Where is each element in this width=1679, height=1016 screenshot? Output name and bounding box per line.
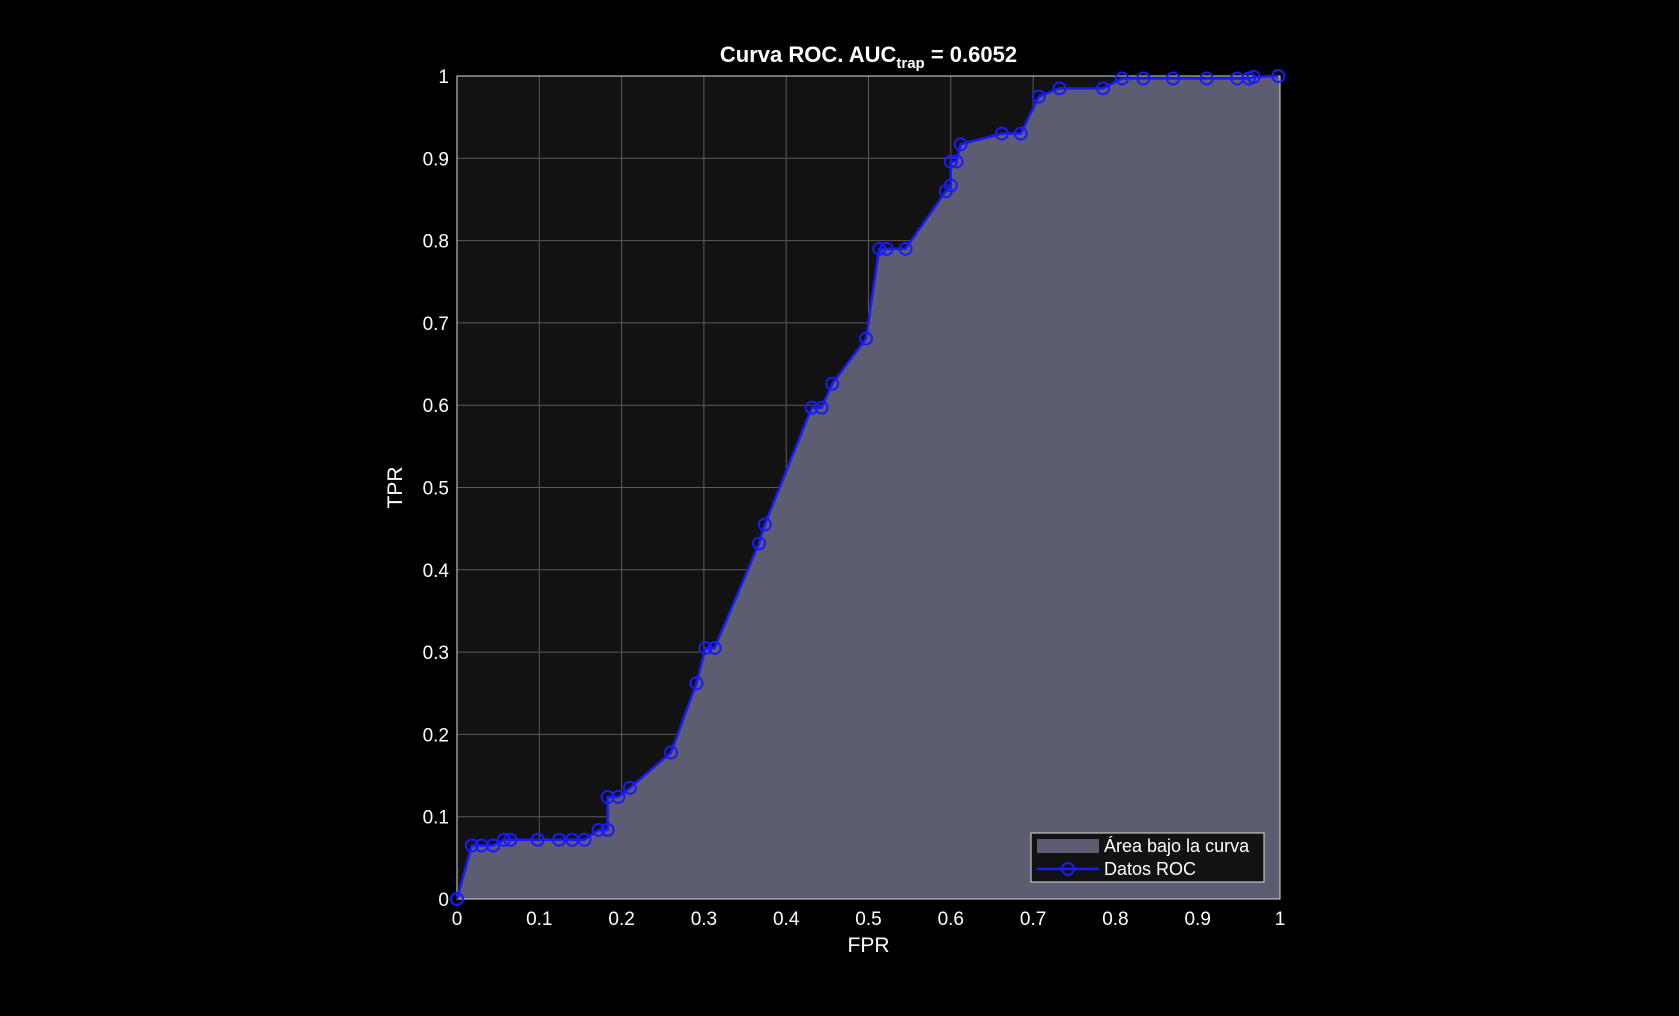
x-tick-label: 0.3	[691, 909, 717, 930]
x-tick-label: 0.6	[938, 909, 964, 930]
x-tick-label: 1	[1275, 909, 1286, 930]
roc-point	[1271, 69, 1286, 83]
y-tick-labels: 0 0.1 0.2 0.3 0.4 0.5 0.6 0.7 0.8 0.9 1	[423, 67, 450, 911]
y-tick-label: 0.5	[423, 479, 449, 500]
legend-marker-swatch	[1061, 862, 1075, 876]
roc-point	[752, 536, 767, 551]
roc-point	[707, 640, 722, 655]
legend-line-label: Datos ROC	[1104, 859, 1196, 879]
y-tick-label: 0.3	[423, 643, 449, 664]
roc-point	[814, 400, 829, 415]
roc-point	[1052, 81, 1067, 96]
x-tick-label: 0.9	[1184, 909, 1210, 930]
roc-point	[1246, 69, 1261, 84]
y-tick-label: 0.4	[423, 561, 450, 582]
axes-frame	[456, 75, 1281, 900]
x-tick-label: 0.4	[773, 909, 800, 930]
x-tick-label: 0.8	[1102, 909, 1128, 930]
roc-point	[1096, 81, 1111, 96]
roc-point	[953, 137, 968, 152]
roc-point	[530, 832, 545, 847]
roc-point	[600, 822, 615, 837]
roc-point	[804, 400, 819, 415]
y-tick-label: 0.7	[423, 314, 449, 335]
y-tick-label: 0.9	[423, 149, 449, 170]
x-axis-label: FPR	[848, 934, 890, 957]
roc-point	[1199, 71, 1214, 86]
roc-point	[552, 832, 567, 847]
roc-markers	[450, 69, 1286, 906]
roc-point	[825, 376, 840, 391]
roc-point	[1013, 126, 1028, 141]
legend: Área bajo la curva Datos ROC	[1030, 832, 1265, 883]
chart-title-suffix: = 0.6052	[925, 42, 1017, 67]
roc-point	[757, 517, 772, 532]
roc-point	[943, 154, 958, 169]
y-tick-label: 0	[438, 890, 449, 911]
roc-point	[879, 241, 894, 256]
roc-point	[698, 640, 713, 655]
roc-point	[859, 331, 874, 346]
x-tick-labels: 0 0.1 0.2 0.3 0.4 0.5 0.6 0.7 0.8 0.9 1	[452, 909, 1286, 930]
roc-point	[1031, 89, 1046, 104]
roc-point	[591, 822, 606, 837]
roc-point	[496, 832, 511, 847]
x-tick-label: 0.1	[526, 909, 552, 930]
roc-point	[872, 241, 887, 256]
y-tick-label: 0.1	[423, 808, 449, 829]
y-tick-label: 1	[438, 67, 449, 88]
x-tick-label: 0.5	[855, 909, 881, 930]
roc-point	[689, 676, 704, 691]
x-tick-label: 0.2	[608, 909, 634, 930]
x-tick-label: 0	[452, 909, 463, 930]
roc-point	[663, 745, 678, 760]
roc-point	[622, 780, 637, 795]
roc-point	[1166, 71, 1181, 86]
roc-point	[486, 838, 501, 853]
y-tick-label: 0.2	[423, 725, 449, 746]
roc-point	[464, 838, 479, 853]
roc-point	[450, 892, 464, 906]
roc-point	[1136, 71, 1151, 86]
y-tick-label: 0.6	[423, 396, 449, 417]
area-under-curve	[457, 76, 1280, 899]
roc-point	[600, 789, 615, 804]
roc-point	[949, 154, 964, 169]
roc-point	[503, 832, 518, 847]
y-tick-label: 0.8	[423, 232, 449, 253]
chart-title-subscript: trap	[896, 55, 924, 72]
legend-area-label: Área bajo la curva	[1104, 836, 1250, 856]
x-tick-label: 0.7	[1020, 909, 1046, 930]
roc-point	[943, 178, 958, 193]
roc-point	[994, 126, 1009, 141]
y-axis-label: TPR	[384, 467, 407, 509]
chart-title-main: Curva ROC. AUC	[720, 42, 897, 67]
roc-point	[1114, 71, 1129, 86]
legend-area-swatch	[1037, 839, 1099, 853]
roc-point	[898, 241, 913, 256]
roc-point	[577, 832, 592, 847]
chart-title: Curva ROC. AUCtrap = 0.6052	[720, 42, 1017, 72]
roc-point	[611, 789, 626, 804]
